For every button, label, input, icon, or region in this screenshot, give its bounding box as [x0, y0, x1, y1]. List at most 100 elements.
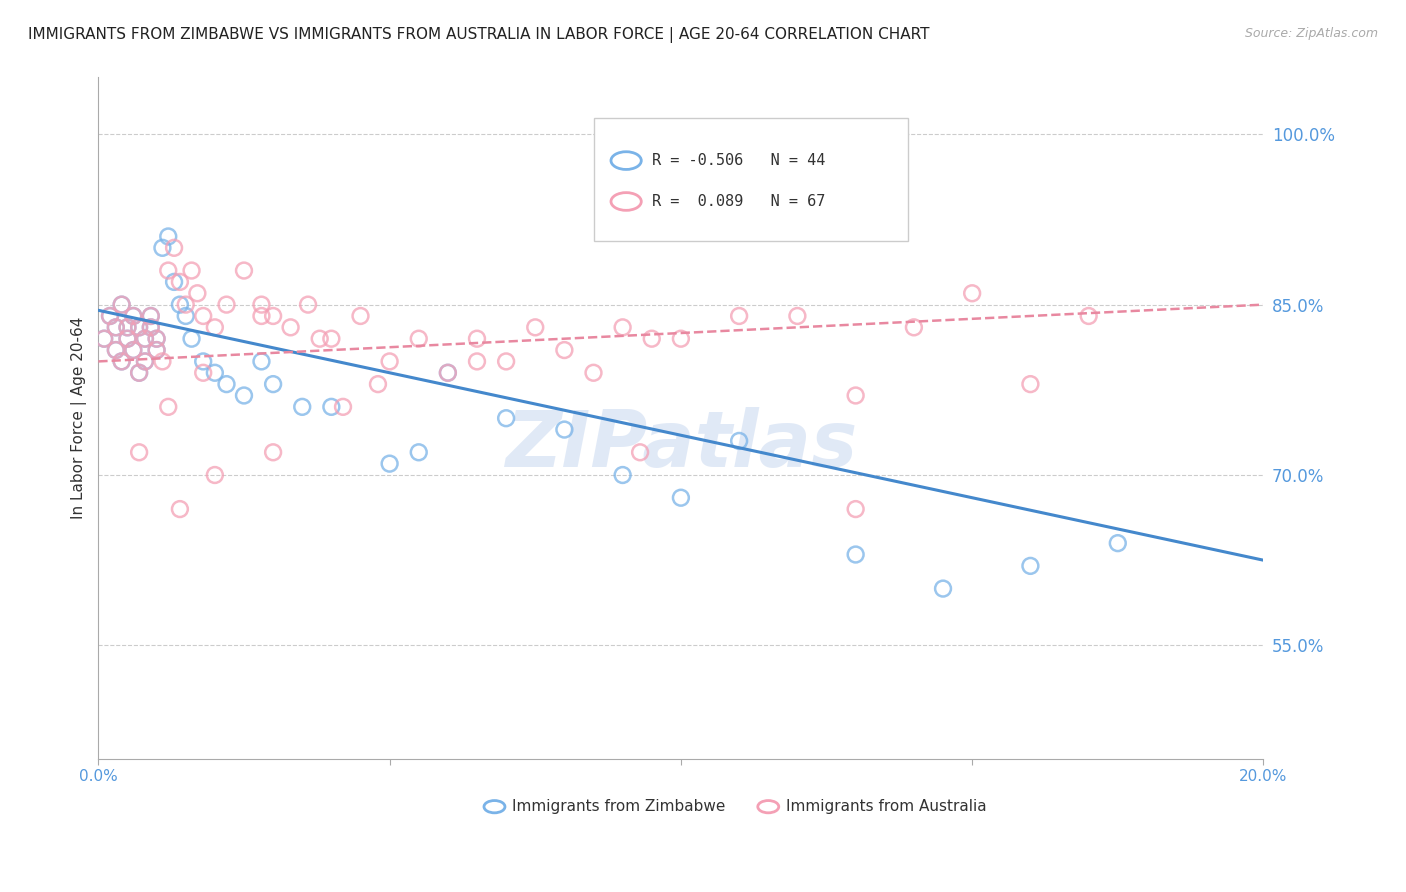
Point: [117, 332, 139, 346]
Point: [932, 582, 955, 596]
Point: [291, 400, 314, 414]
Text: Immigrants from Australia: Immigrants from Australia: [786, 799, 987, 814]
Point: [250, 309, 273, 323]
Point: [204, 468, 226, 483]
Point: [582, 366, 605, 380]
Point: [145, 343, 167, 357]
Point: [321, 400, 343, 414]
Point: [134, 354, 156, 368]
Point: [262, 377, 284, 392]
Y-axis label: In Labor Force | Age 20-64: In Labor Force | Age 20-64: [72, 317, 87, 519]
Point: [204, 320, 226, 334]
Point: [134, 774, 156, 789]
Point: [157, 229, 180, 244]
Point: [186, 286, 208, 301]
Point: [1019, 377, 1042, 392]
Point: [93, 332, 115, 346]
Point: [122, 343, 145, 357]
Text: Immigrants from Zimbabwe: Immigrants from Zimbabwe: [512, 799, 725, 814]
Point: [204, 366, 226, 380]
Point: [122, 343, 145, 357]
Point: [262, 309, 284, 323]
Point: [134, 354, 156, 368]
Point: [104, 320, 127, 334]
Point: [845, 388, 868, 402]
Point: [117, 320, 139, 334]
Point: [262, 445, 284, 459]
Point: [250, 354, 273, 368]
Point: [728, 309, 751, 323]
Point: [193, 354, 215, 368]
Point: [122, 309, 145, 323]
Point: [193, 309, 215, 323]
Point: [128, 445, 150, 459]
Point: [1077, 309, 1099, 323]
Point: [437, 366, 460, 380]
Point: [669, 332, 692, 346]
Point: [145, 332, 167, 346]
Point: [408, 445, 430, 459]
Point: [180, 263, 202, 277]
Point: [111, 298, 134, 312]
Point: [145, 343, 167, 357]
Point: [128, 366, 150, 380]
Point: [297, 298, 319, 312]
Point: [98, 309, 121, 323]
Point: [157, 400, 180, 414]
Point: [117, 332, 139, 346]
Point: [145, 332, 167, 346]
Point: [111, 354, 134, 368]
Point: [111, 298, 134, 312]
Text: R =  0.089   N = 67: R = 0.089 N = 67: [652, 194, 825, 209]
Point: [408, 332, 430, 346]
Point: [128, 320, 150, 334]
Point: [349, 309, 371, 323]
Point: [250, 298, 273, 312]
Point: [786, 309, 808, 323]
Point: [174, 309, 197, 323]
Point: [641, 332, 664, 346]
Point: [215, 298, 238, 312]
Point: [437, 366, 460, 380]
Point: [104, 343, 127, 357]
Point: [180, 332, 202, 346]
Point: [845, 548, 868, 562]
Point: [215, 377, 238, 392]
Point: [174, 298, 197, 312]
Point: [669, 491, 692, 505]
Point: [612, 468, 634, 483]
Point: [845, 502, 868, 516]
Point: [524, 320, 547, 334]
FancyBboxPatch shape: [593, 119, 908, 241]
Point: [1019, 558, 1042, 573]
Point: [465, 354, 488, 368]
Point: [553, 343, 575, 357]
Point: [128, 320, 150, 334]
Point: [728, 434, 751, 448]
Point: [378, 457, 401, 471]
Point: [495, 411, 517, 425]
Point: [139, 320, 162, 334]
Point: [378, 354, 401, 368]
Point: [1107, 536, 1129, 550]
Point: [139, 320, 162, 334]
Point: [628, 445, 651, 459]
Point: [122, 309, 145, 323]
Point: [367, 377, 389, 392]
Point: [157, 263, 180, 277]
Point: [308, 332, 330, 346]
Point: [152, 241, 174, 255]
Point: [139, 309, 162, 323]
Point: [233, 388, 256, 402]
Point: [163, 241, 186, 255]
Point: [465, 332, 488, 346]
Point: [280, 320, 302, 334]
Point: [104, 320, 127, 334]
Point: [169, 275, 191, 289]
Point: [128, 366, 150, 380]
Point: [163, 275, 186, 289]
Point: [93, 332, 115, 346]
Point: [903, 320, 925, 334]
Point: [495, 354, 517, 368]
Point: [553, 423, 575, 437]
